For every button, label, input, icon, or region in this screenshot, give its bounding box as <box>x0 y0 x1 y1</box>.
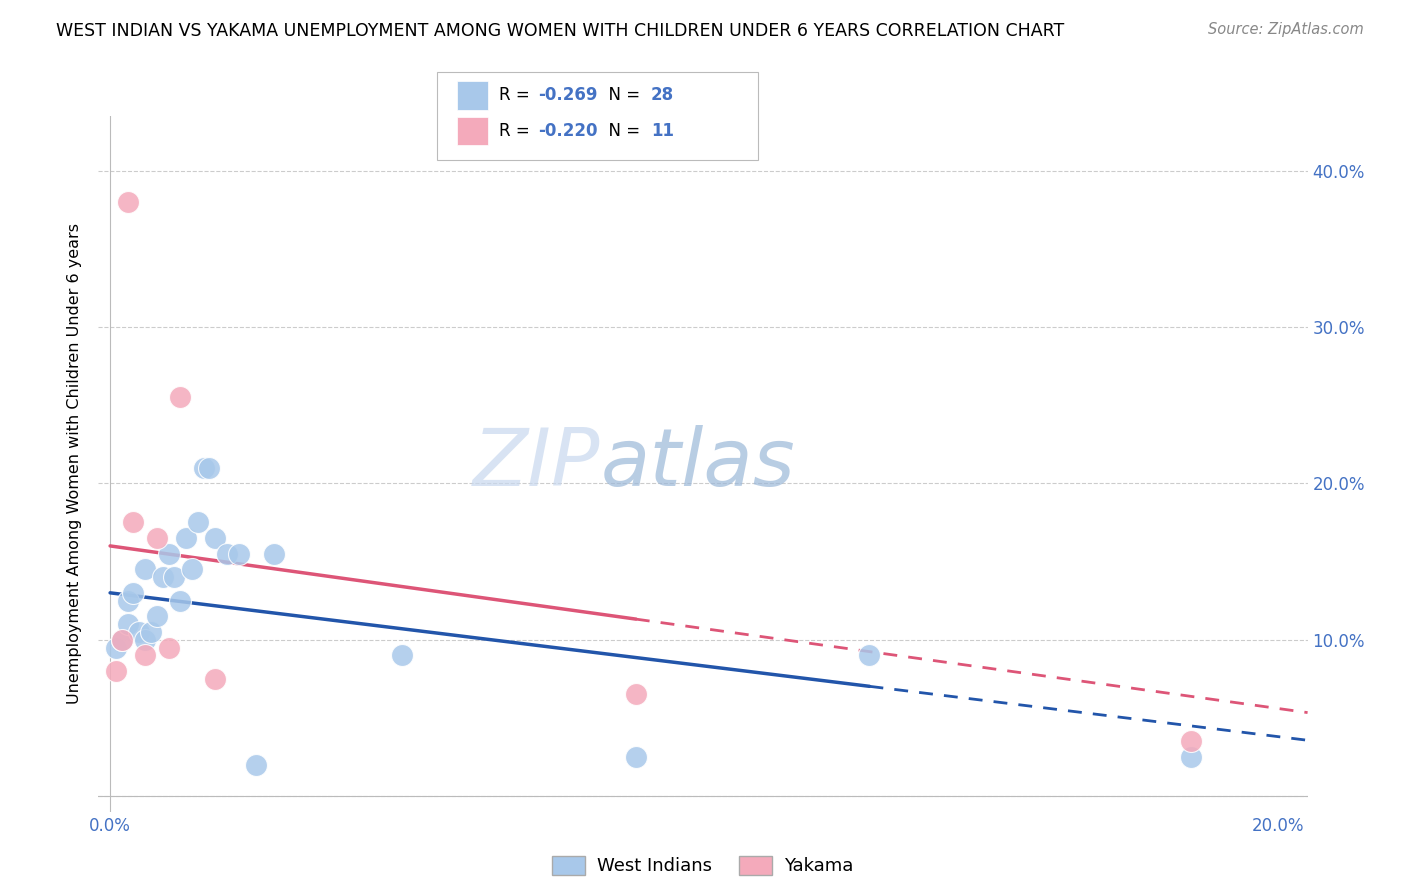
Point <box>169 391 191 405</box>
Point <box>180 562 202 576</box>
Legend: West Indians, Yakama: West Indians, Yakama <box>546 848 860 883</box>
Point <box>204 672 226 686</box>
Point <box>157 547 180 561</box>
Point <box>228 547 250 561</box>
Point <box>122 516 145 530</box>
Point <box>391 648 413 663</box>
Point <box>117 194 139 209</box>
Point <box>174 531 197 545</box>
Text: atlas: atlas <box>600 425 794 503</box>
Point <box>104 640 127 655</box>
Point <box>134 632 156 647</box>
Point <box>1180 734 1202 748</box>
Point <box>134 648 156 663</box>
Point <box>117 593 139 607</box>
Point <box>134 562 156 576</box>
Point <box>117 617 139 632</box>
Point <box>187 516 209 530</box>
Point <box>245 757 267 772</box>
Text: 28: 28 <box>651 87 673 104</box>
Text: N =: N = <box>598 122 645 140</box>
Text: N =: N = <box>598 87 645 104</box>
Text: ZIP: ZIP <box>472 425 600 503</box>
Point <box>215 547 238 561</box>
Point <box>204 531 226 545</box>
Text: WEST INDIAN VS YAKAMA UNEMPLOYMENT AMONG WOMEN WITH CHILDREN UNDER 6 YEARS CORRE: WEST INDIAN VS YAKAMA UNEMPLOYMENT AMONG… <box>56 22 1064 40</box>
Point <box>122 586 145 600</box>
Point <box>128 624 150 639</box>
Text: -0.269: -0.269 <box>538 87 598 104</box>
Point <box>169 593 191 607</box>
Text: Source: ZipAtlas.com: Source: ZipAtlas.com <box>1208 22 1364 37</box>
Point <box>624 750 647 764</box>
Point <box>111 632 134 647</box>
Y-axis label: Unemployment Among Women with Children Under 6 years: Unemployment Among Women with Children U… <box>67 223 83 705</box>
Point <box>263 547 285 561</box>
Point <box>1180 750 1202 764</box>
Point <box>111 632 134 647</box>
Point <box>157 640 180 655</box>
Text: R =: R = <box>499 122 536 140</box>
Point <box>624 688 647 702</box>
Point <box>152 570 174 584</box>
Point <box>104 664 127 678</box>
Point <box>858 648 880 663</box>
Text: R =: R = <box>499 87 536 104</box>
Text: -0.220: -0.220 <box>538 122 598 140</box>
Point <box>163 570 186 584</box>
Point <box>193 460 215 475</box>
Point <box>146 531 169 545</box>
Point <box>146 609 169 624</box>
Point <box>139 624 162 639</box>
Text: 11: 11 <box>651 122 673 140</box>
Point <box>198 460 221 475</box>
